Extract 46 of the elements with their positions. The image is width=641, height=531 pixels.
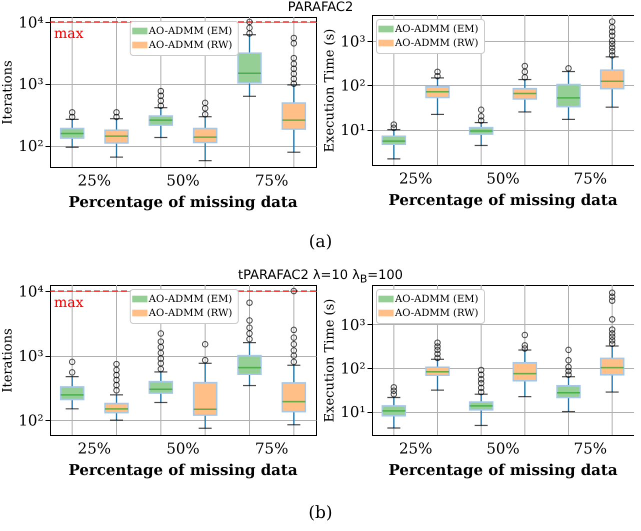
text: (b): [307, 503, 334, 523]
y-axis-title: Execution Time (s): [322, 28, 338, 152]
x-tick-label: 75%: [254, 172, 288, 190]
y-tick-label: 10⁴: [18, 13, 44, 32]
y-tick-label: 10¹: [340, 403, 366, 422]
y-tick-label: 10²: [18, 137, 44, 156]
x-tick-label: 75%: [574, 170, 608, 188]
legend-label: AO-ADMM (RW): [394, 38, 479, 49]
x-tick-label: 50%: [486, 170, 520, 188]
legend-label: AO-ADMM (RW): [148, 308, 232, 319]
legend-label: AO-ADMM (EM): [394, 294, 478, 305]
legend-label: AO-ADMM (EM): [148, 294, 232, 305]
x-tick-label: 25%: [78, 440, 112, 458]
y-tick-label: 10²: [18, 412, 44, 430]
x-tick-label: 50%: [166, 172, 200, 190]
x-tick-label: 25%: [78, 172, 112, 190]
y-axis-title: Iterations: [0, 60, 16, 125]
y-tick-label: 10⁴: [18, 282, 44, 301]
x-tick-label: 75%: [574, 440, 608, 458]
chart-title: tPARAFAC2 λ=10 λ$_{B}$=100: [238, 268, 403, 286]
x-tick-label: 50%: [166, 440, 200, 458]
legend-label: AO-ADMM (EM): [394, 24, 478, 35]
y-axis-title: Execution Time (s): [322, 298, 338, 422]
ref-line-label: max: [54, 26, 84, 42]
legend-label: AO-ADMM (EM): [148, 26, 232, 37]
x-tick-label: 75%: [254, 440, 288, 458]
y-tick-label: 10²: [340, 76, 366, 95]
x-tick-label: 25%: [398, 440, 432, 458]
ref-line-label: max: [54, 295, 84, 312]
y-axis-title: Iterations: [0, 328, 16, 393]
y-tick-label: 10³: [18, 347, 44, 366]
y-tick-label: 10³: [18, 75, 44, 94]
x-axis-title: Percentage of missing data: [68, 193, 298, 211]
x-axis-title: Percentage of missing data: [388, 461, 618, 479]
y-tick-label: 10³: [340, 32, 366, 50]
legend-label: AO-ADMM (RW): [394, 308, 479, 319]
x-axis-title: Percentage of missing data: [388, 191, 618, 209]
x-axis-title: Percentage of missing data: [68, 461, 298, 479]
text: (a): [308, 232, 334, 252]
y-tick-label: 10³: [340, 316, 366, 334]
chart-title: PARAFAC2: [286, 0, 354, 15]
y-tick-label: 10²: [340, 359, 366, 378]
legend-label: AO-ADMM (RW): [148, 40, 232, 51]
x-tick-label: 25%: [398, 170, 432, 188]
y-tick-label: 10¹: [340, 121, 366, 140]
x-tick-label: 50%: [486, 440, 520, 458]
